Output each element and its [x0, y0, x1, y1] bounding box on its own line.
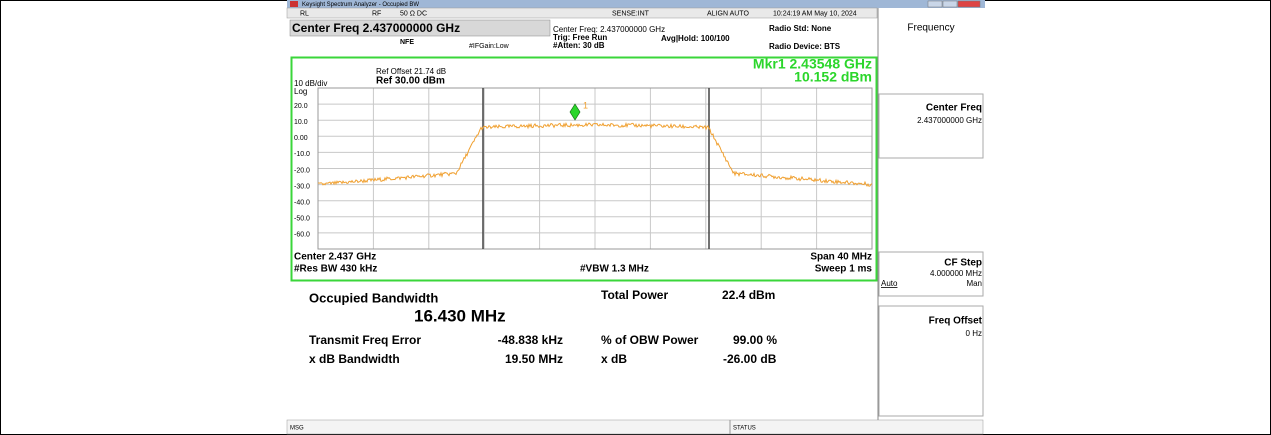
softkey-center-freq[interactable]	[878, 93, 984, 159]
nfe: NFE	[400, 39, 414, 46]
ifgain: #IFGain:Low	[469, 43, 510, 50]
xdb-value: -26.00 dB	[723, 352, 777, 366]
rl: RL	[300, 10, 309, 17]
sense: SENSE:INT	[612, 10, 650, 17]
center-freq-heading: Center Freq 2.437000000 GHz	[292, 21, 460, 35]
graticule-border	[317, 87, 873, 250]
status: STATUS	[733, 426, 756, 432]
freq-error-value: -48.838 kHz	[498, 333, 563, 347]
message-bar	[286, 419, 984, 435]
xdb-bw-label: x dB Bandwidth	[309, 352, 400, 366]
y-label: 10.0	[294, 119, 308, 126]
setting-atten: #Atten: 30 dB	[553, 41, 605, 50]
marker-diamond	[569, 103, 581, 121]
softkey-value: 0 Hz	[966, 329, 982, 338]
trace	[317, 121, 873, 187]
rf: RF	[372, 10, 381, 17]
close-button[interactable]	[957, 0, 981, 8]
status-row	[286, 7, 878, 19]
msg: MSG	[290, 426, 304, 432]
obw-label: Occupied Bandwidth	[309, 290, 438, 305]
scale: 10 dB/div	[294, 79, 327, 88]
setting-radio-device: Radio Device: BTS	[769, 42, 841, 51]
softkey-freq-offset[interactable]	[878, 305, 984, 417]
vbw: #VBW 1.3 MHz	[580, 264, 649, 275]
maximize-button[interactable]	[942, 0, 958, 8]
graticule: 20.0 10.0 0.00 -10.0 -20.0 -30.0 -40.0 -50.0 -60…	[294, 87, 873, 250]
center-label: Center 2.437 GHz	[294, 252, 376, 263]
y-label: -30.0	[294, 183, 310, 190]
total-power-label: Total Power	[601, 288, 668, 302]
freq-error-label: Transmit Freq Error	[309, 333, 421, 347]
setting-avg-hold: Avg|Hold: 100/100	[661, 34, 730, 43]
sweep: Sweep 1 ms	[815, 264, 873, 275]
ref-offset: Ref Offset 21.74 dB	[376, 67, 446, 76]
align: ALIGN AUTO	[707, 10, 749, 17]
xdb-bw-value: 19.50 MHz	[505, 352, 563, 366]
softkey-cf-step[interactable]	[878, 251, 984, 297]
softkey-option: Auto	[881, 279, 898, 288]
log: Log	[294, 87, 307, 96]
app-icon	[290, 1, 298, 7]
window-title: Keysight Spectrum Analyzer - Occupied BW	[302, 2, 419, 8]
setting-radio-std: Radio Std: None	[769, 24, 832, 33]
ref-level: Ref 30.00 dBm	[376, 76, 445, 87]
obw-value: 16.430 MHz	[414, 306, 506, 325]
setting-trig: Trig: Free Run	[553, 33, 607, 42]
y-label: 20.0	[294, 103, 308, 110]
softkey-label: Freq Offset	[929, 316, 983, 327]
impedance: 50 Ω DC	[400, 10, 427, 17]
setting-center-freq: Center Freq: 2.437000000 GHz	[553, 25, 665, 34]
y-label: -60.0	[294, 232, 310, 239]
y-label: 0.00	[294, 135, 308, 142]
clock: 10:24:19 AM May 10, 2024	[773, 10, 857, 17]
softkey-value: 4.000000 MHz	[930, 269, 982, 278]
y-label: -20.0	[294, 167, 310, 174]
marker-readout: Mkr1 2.43548 GHz	[753, 56, 872, 72]
obw-power-label: % of OBW Power	[601, 333, 699, 347]
title-bar	[287, 0, 985, 8]
softkey-value: 2.437000000 GHz	[917, 116, 982, 125]
softkey-label: CF Step	[944, 258, 982, 269]
y-label: -50.0	[294, 216, 310, 223]
menu-title: Frequency	[907, 23, 954, 34]
marker-number: 1	[583, 100, 588, 110]
y-label: -10.0	[294, 151, 310, 158]
center-freq-box[interactable]	[289, 19, 551, 37]
total-power-value: 22.4 dBm	[722, 288, 775, 302]
minimize-button[interactable]	[927, 0, 943, 8]
res-bw: #Res BW 430 kHz	[294, 264, 377, 275]
marker-value: 10.152 dBm	[794, 69, 872, 85]
softkey-label: Center Freq	[926, 103, 982, 114]
softkey-option: Man	[966, 279, 982, 288]
span: Span 40 MHz	[810, 252, 872, 263]
xdb-label: x dB	[601, 352, 627, 366]
obw-power-value: 99.00 %	[733, 333, 777, 347]
y-label: -40.0	[294, 200, 310, 207]
